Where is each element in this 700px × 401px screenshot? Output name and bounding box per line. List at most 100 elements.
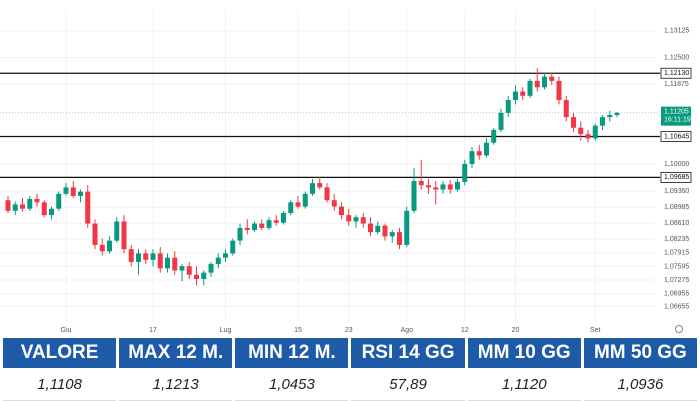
candle-body	[368, 223, 373, 233]
candle-body	[99, 244, 105, 252]
y-tick-label: 1,07595	[664, 263, 689, 270]
candle-body	[20, 204, 25, 209]
candle-body	[549, 76, 555, 81]
value-row: 1,1108 1,1213 1,0453 57,89 1,1120 1,0936	[3, 368, 697, 401]
table-header: MAX 12 M.	[119, 338, 233, 368]
candle-body	[527, 80, 533, 96]
y-tick-label: 1,10000	[664, 161, 689, 168]
candle-body	[331, 200, 337, 207]
candle-body	[498, 112, 504, 130]
candle-body	[27, 198, 33, 209]
candle-body	[107, 240, 112, 252]
candle-body	[346, 215, 352, 222]
candle-body	[143, 253, 149, 260]
x-tick-label: 17	[149, 327, 157, 334]
candle-body	[208, 264, 214, 273]
candle-body	[259, 223, 265, 228]
candle-body	[281, 212, 286, 223]
candle-body	[592, 125, 598, 139]
candle-body	[339, 206, 344, 216]
candle-body	[92, 223, 98, 245]
candle-body	[179, 266, 185, 271]
candle-body	[585, 134, 591, 139]
candle-body	[49, 208, 54, 216]
candle-body	[440, 184, 446, 190]
candle-body	[128, 249, 134, 262]
y-tick-label: 1,06655	[664, 303, 689, 310]
candle-body	[411, 181, 417, 211]
candle-body	[85, 191, 91, 224]
candle-body	[41, 202, 47, 216]
candle-body	[295, 202, 301, 207]
table-header: MIN 12 M.	[235, 338, 349, 368]
candle-body	[317, 183, 323, 188]
y-tick-label: 1,13125	[664, 28, 689, 35]
candle-body	[223, 253, 228, 258]
candle-body	[607, 114, 613, 118]
candle-body	[310, 183, 315, 194]
price-level-box	[660, 67, 692, 79]
x-tick-label: Lug	[220, 327, 232, 334]
candle-body	[375, 225, 381, 233]
candle-body	[433, 187, 439, 190]
x-tick-label: Ago	[401, 327, 414, 334]
candle-body	[114, 221, 120, 241]
price-level-label: 1,09685	[664, 174, 689, 181]
price-level-label: 1,12130	[664, 70, 689, 77]
candle-body	[447, 184, 453, 190]
candle-body	[150, 253, 156, 260]
table-header: MM 50 GG	[583, 338, 697, 368]
table-cell: 1,0936	[583, 368, 697, 401]
candle-body	[324, 187, 330, 201]
candle-body	[491, 129, 497, 143]
candle-body	[476, 151, 482, 156]
candle-body	[201, 272, 207, 279]
candle-body	[302, 193, 308, 207]
candle-body	[484, 142, 489, 156]
x-tick-label: Set	[590, 327, 601, 334]
x-tick-label: 12	[461, 327, 469, 334]
candle-body	[513, 91, 518, 101]
price-level-box	[660, 131, 692, 142]
price-level-box	[660, 171, 692, 183]
candle-body	[426, 185, 431, 188]
candle-body	[34, 198, 40, 203]
candle-body	[230, 240, 236, 254]
candle-body	[266, 220, 272, 228]
x-tick-label: 23	[345, 327, 353, 334]
candle-body	[397, 232, 402, 245]
candle-body	[237, 227, 243, 241]
candle-body	[353, 217, 359, 222]
table-header: VALORE	[3, 338, 117, 368]
y-tick-label: 1,09360	[664, 188, 689, 195]
table-header: MM 10 GG	[467, 338, 581, 368]
table-cell: 1,0453	[235, 368, 349, 401]
x-tick-label: 15	[294, 327, 302, 334]
table-cell: 1,1108	[3, 368, 117, 401]
candle-body	[288, 202, 294, 213]
settings-icon	[675, 325, 683, 333]
candle-body	[56, 193, 62, 209]
last-price-box	[661, 106, 691, 126]
y-tick-label: 1,07915	[664, 250, 689, 257]
y-tick-label: 1,08610	[664, 220, 689, 227]
y-tick-label: 1,06955	[664, 291, 689, 298]
candle-body	[252, 223, 257, 230]
price-level-label: 1,10645	[664, 133, 689, 140]
last-price-label: 1,11205	[664, 108, 689, 115]
candle-body	[520, 91, 526, 96]
y-tick-label: 1,12500	[664, 54, 689, 61]
candle-body	[121, 221, 127, 250]
candle-body	[215, 257, 221, 265]
candle-body	[78, 191, 83, 196]
table-cell: 1,1213	[119, 368, 233, 401]
stats-table: VALORE MAX 12 M. MIN 12 M. RSI 14 GG MM 10 G…	[0, 338, 700, 401]
table-cell: 1,1120	[467, 368, 581, 401]
header-row: VALORE MAX 12 M. MIN 12 M. RSI 14 GG MM 10 G…	[3, 338, 697, 368]
candle-body	[389, 232, 395, 237]
candle-body	[614, 112, 620, 115]
y-tick-label: 1,07275	[664, 277, 689, 284]
candle-body	[70, 187, 76, 196]
candle-body	[571, 117, 576, 128]
y-tick-label: 1,11875	[664, 81, 689, 88]
